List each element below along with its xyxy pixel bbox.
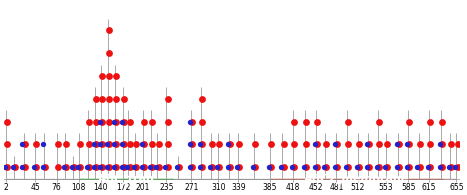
Text: ABC2_membrane: ABC2_membrane xyxy=(304,174,409,184)
Text: ABC_tran: ABC_tran xyxy=(98,174,155,184)
